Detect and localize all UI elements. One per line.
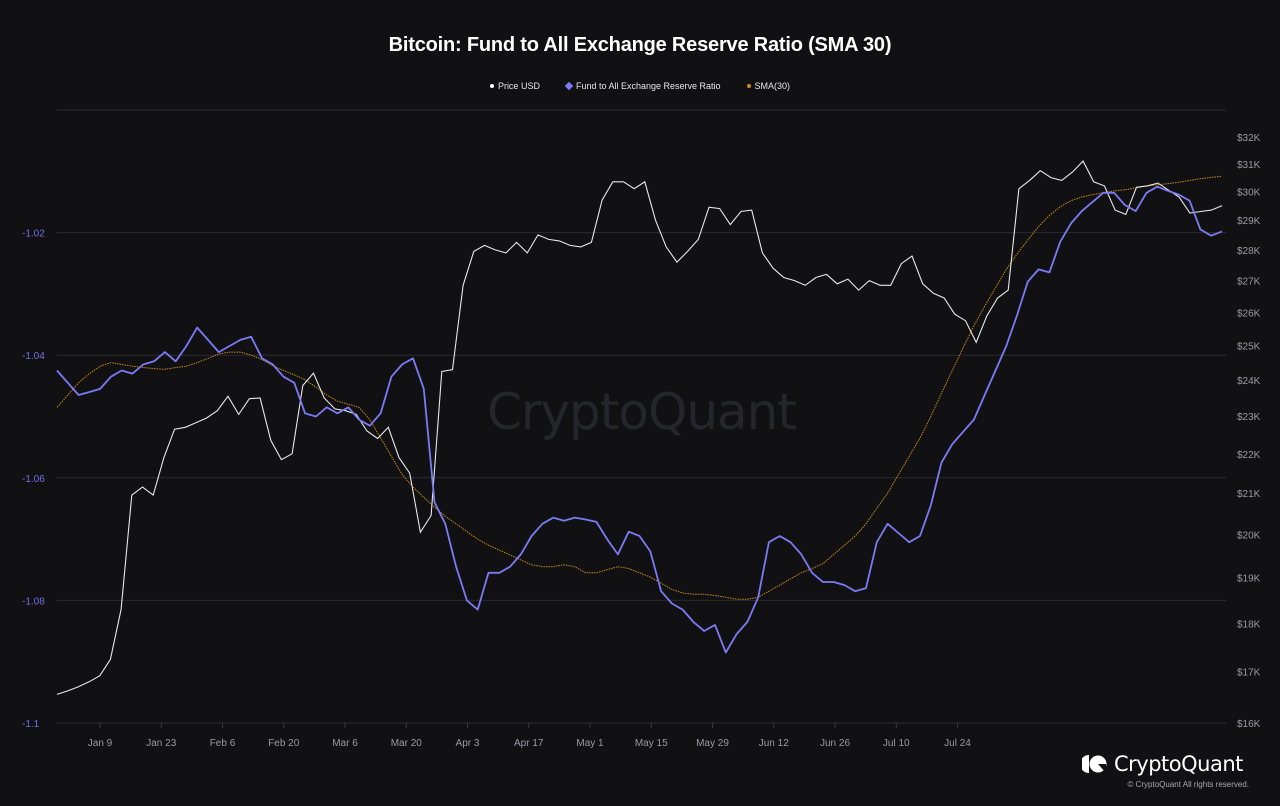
legend-label-ratio: Fund to All Exchange Reserve Ratio [575, 81, 721, 91]
ratio-line [56, 185, 1223, 654]
svg-text:-1.08: -1.08 [22, 596, 45, 607]
bottom-axis: Jan 9 Jan 23 Feb 6 Feb 20 Mar 6 Mar 20 Apr 3 Ap… [88, 723, 971, 749]
svg-text:$20K: $20K [1237, 530, 1261, 541]
svg-text:Apr 17: Apr 17 [514, 738, 544, 749]
svg-text:$29K: $29K [1237, 216, 1261, 227]
svg-text:-1.06: -1.06 [22, 474, 45, 485]
svg-text:$16K: $16K [1237, 719, 1261, 730]
svg-text:Jun 12: Jun 12 [759, 738, 789, 749]
svg-text:$24K: $24K [1237, 376, 1261, 387]
gridlines [57, 109, 1226, 724]
svg-text:$32K: $32K [1237, 133, 1261, 144]
brand-name: CryptoQuant [1114, 752, 1243, 776]
svg-text:$19K: $19K [1237, 574, 1261, 585]
svg-text:Jul 10: Jul 10 [883, 738, 910, 749]
cryptoquant-logo-icon [1082, 755, 1107, 773]
svg-text:Mar 20: Mar 20 [391, 738, 423, 749]
svg-text:Feb 6: Feb 6 [210, 738, 236, 749]
sma-dot-icon [746, 84, 751, 88]
left-axis: -1.02 -1.04 -1.06 -1.08 -1.1 [22, 229, 45, 730]
svg-text:May 15: May 15 [635, 738, 668, 749]
svg-text:$17K: $17K [1237, 668, 1261, 679]
brand-logo: CryptoQuant [1082, 752, 1243, 776]
svg-text:Mar 6: Mar 6 [332, 738, 358, 749]
svg-text:$26K: $26K [1237, 309, 1261, 320]
svg-text:May 1: May 1 [576, 738, 604, 749]
legend-label-sma: SMA(30) [754, 81, 791, 91]
svg-text:Jun 26: Jun 26 [820, 738, 850, 749]
svg-text:-1.1: -1.1 [22, 719, 40, 730]
legend-item-sma[interactable]: SMA(30) [746, 81, 791, 91]
svg-text:$23K: $23K [1237, 412, 1261, 423]
legend-item-price[interactable]: Price USD [489, 81, 540, 91]
legend-label-price: Price USD [497, 81, 540, 91]
svg-text:Jan 23: Jan 23 [146, 738, 176, 749]
svg-text:$18K: $18K [1237, 619, 1261, 630]
svg-text:-1.04: -1.04 [22, 351, 45, 362]
svg-text:Jul 24: Jul 24 [944, 738, 971, 749]
svg-text:$31K: $31K [1237, 160, 1261, 171]
legend-item-ratio[interactable]: Fund to All Exchange Reserve Ratio [564, 81, 721, 91]
svg-text:$27K: $27K [1237, 277, 1261, 288]
svg-text:Feb 20: Feb 20 [268, 738, 300, 749]
svg-text:$28K: $28K [1237, 246, 1261, 257]
legend: Price USD Fund to All Exchange Reserve R… [0, 81, 1280, 91]
svg-text:May 29: May 29 [696, 738, 729, 749]
copyright: © CryptoQuant All rights reserved. [1127, 780, 1250, 789]
price-line [56, 160, 1223, 695]
svg-text:$21K: $21K [1237, 489, 1261, 500]
sma-line [56, 175, 1223, 600]
chart-title: Bitcoin: Fund to All Exchange Reserve Ra… [388, 34, 892, 56]
price-dot-icon [489, 84, 494, 88]
svg-text:Jan 9: Jan 9 [88, 738, 113, 749]
svg-text:-1.02: -1.02 [22, 229, 45, 240]
svg-text:Apr 3: Apr 3 [456, 738, 480, 749]
watermark: CryptoQuant [487, 383, 797, 441]
svg-text:$22K: $22K [1237, 450, 1261, 461]
svg-text:$30K: $30K [1237, 188, 1261, 199]
svg-text:$25K: $25K [1237, 342, 1261, 353]
right-axis: $32K $31K $30K $29K $28K $27K $26K $25K $24K $23K… [1237, 133, 1261, 730]
